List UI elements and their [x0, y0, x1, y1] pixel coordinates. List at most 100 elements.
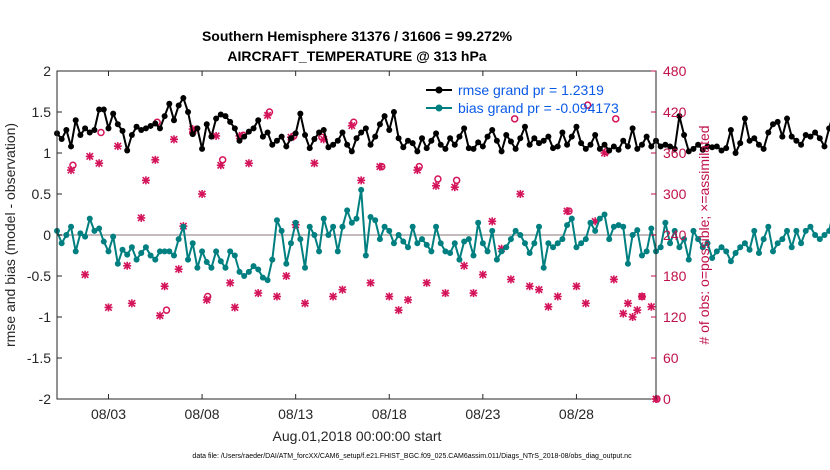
bias-point [709, 254, 716, 261]
obs-possible-marker [97, 128, 105, 137]
obs-assimilated-marker [422, 278, 431, 287]
bias-point [423, 241, 430, 248]
obs-possible-marker [378, 162, 386, 171]
rmse-point [227, 118, 234, 125]
bias-point [306, 223, 313, 230]
bias-point [297, 236, 304, 243]
rmse-point [507, 138, 514, 145]
bias-point [419, 236, 426, 243]
rmse-point [77, 131, 84, 138]
rmse-point [676, 113, 683, 120]
rmse-point [447, 135, 454, 142]
rmse-point [316, 129, 323, 136]
bias-point [629, 232, 636, 238]
bias-point [606, 236, 613, 243]
bias-point [138, 250, 145, 257]
rmse-point [353, 135, 360, 142]
legend-bias-marker [435, 104, 443, 112]
rmse-point [826, 125, 830, 132]
rmse-point [662, 141, 669, 148]
bias-point [170, 252, 177, 259]
obs-assimilated-marker [230, 303, 239, 312]
obs-assimilated-marker [581, 299, 590, 308]
rmse-point [330, 141, 337, 148]
bias-point [358, 186, 365, 193]
bias-point [657, 244, 664, 251]
bias-point [765, 223, 772, 230]
obs-assimilated-marker [169, 135, 178, 144]
obs-assimilated-marker [544, 302, 553, 311]
rmse-point [166, 100, 173, 107]
rmse-point [774, 118, 781, 125]
rmse-point [746, 137, 753, 144]
rmse-point [807, 133, 814, 140]
obs-assimilated-marker [478, 270, 487, 279]
obs-assimilated-marker [160, 282, 169, 291]
rmse-point [82, 125, 89, 132]
obs-assimilated-marker [441, 289, 450, 298]
legend-bias-label: bias grand pr = -0.094173 [458, 100, 619, 116]
obs-assimilated-marker [226, 278, 235, 287]
chart-subtitle: AIRCRAFT_TEMPERATURE @ 313 hPa [227, 48, 486, 64]
bias-point [760, 236, 767, 243]
y-axis-ticks: 2 1.5 1 0.5 0 -0.5 -1 -1.5 -2 [27, 63, 62, 407]
bias-point [746, 246, 753, 253]
obs-assimilated-marker [329, 292, 338, 301]
rmse-point [624, 143, 631, 150]
obs-assimilated-marker [123, 261, 132, 270]
bias-point [737, 244, 744, 251]
y2-tick-label: 300 [663, 186, 687, 202]
rmse-point [63, 127, 70, 134]
obs-assimilated-marker [385, 292, 394, 301]
rmse-point [156, 125, 163, 132]
y2-tick-label: 480 [663, 63, 687, 79]
rmse-point [433, 130, 440, 137]
rmse-point [302, 131, 309, 138]
bias-point [344, 207, 351, 214]
bias-point [119, 246, 126, 253]
bias-point [521, 240, 528, 247]
bias-point [236, 268, 243, 275]
bias-point [536, 223, 543, 230]
bias-point [287, 240, 294, 247]
bias-point [325, 232, 332, 238]
rmse-point [798, 141, 805, 148]
obs-assimilated-marker [272, 292, 281, 301]
bias-series [54, 186, 830, 284]
bias-point [624, 260, 631, 267]
rmse-point [732, 150, 739, 156]
rmse-point [311, 136, 318, 143]
rmse-point [521, 123, 528, 130]
obs-assimilated-marker [525, 282, 534, 291]
bias-point [409, 223, 416, 230]
bias-point [784, 227, 791, 234]
y2-tick-label: 180 [663, 268, 687, 284]
bias-point [676, 244, 683, 251]
rmse-point [512, 145, 519, 152]
bias-point [554, 240, 561, 247]
bias-point [723, 248, 730, 255]
rmse-point [386, 127, 393, 134]
obs-assimilated-marker [572, 282, 581, 291]
bias-point [461, 238, 468, 245]
bias-point [695, 236, 702, 243]
rmse-point [718, 147, 725, 154]
bias-point [807, 223, 814, 230]
obs-possible-marker [510, 115, 519, 123]
rmse-point [367, 141, 374, 148]
bias-point [610, 223, 617, 230]
bias-point [353, 215, 360, 222]
bias-point [404, 244, 411, 251]
obs-assimilated-marker [95, 159, 104, 168]
y-tick-label: 1.5 [32, 104, 52, 120]
bias-point [147, 252, 154, 259]
rmse-point [414, 148, 421, 155]
bias-point [681, 236, 688, 243]
rmse-point [638, 141, 645, 148]
bias-point [507, 236, 514, 243]
rmse-point [96, 106, 103, 113]
bias-point [493, 256, 500, 263]
bias-point [400, 238, 407, 245]
bias-point [802, 227, 809, 234]
